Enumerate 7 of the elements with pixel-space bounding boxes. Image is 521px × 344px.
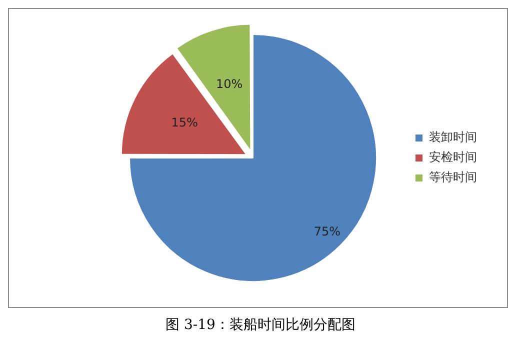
data-label: 10% — [216, 77, 243, 92]
caption: 图 3-19：装船时间比例分配图 — [164, 316, 356, 334]
data-label: 15% — [171, 115, 198, 130]
legend-label: 等待时间 — [429, 170, 477, 184]
legend-label: 装卸时间 — [429, 130, 477, 144]
legend-label: 安检时间 — [429, 150, 477, 164]
data-label: 75% — [314, 224, 341, 238]
